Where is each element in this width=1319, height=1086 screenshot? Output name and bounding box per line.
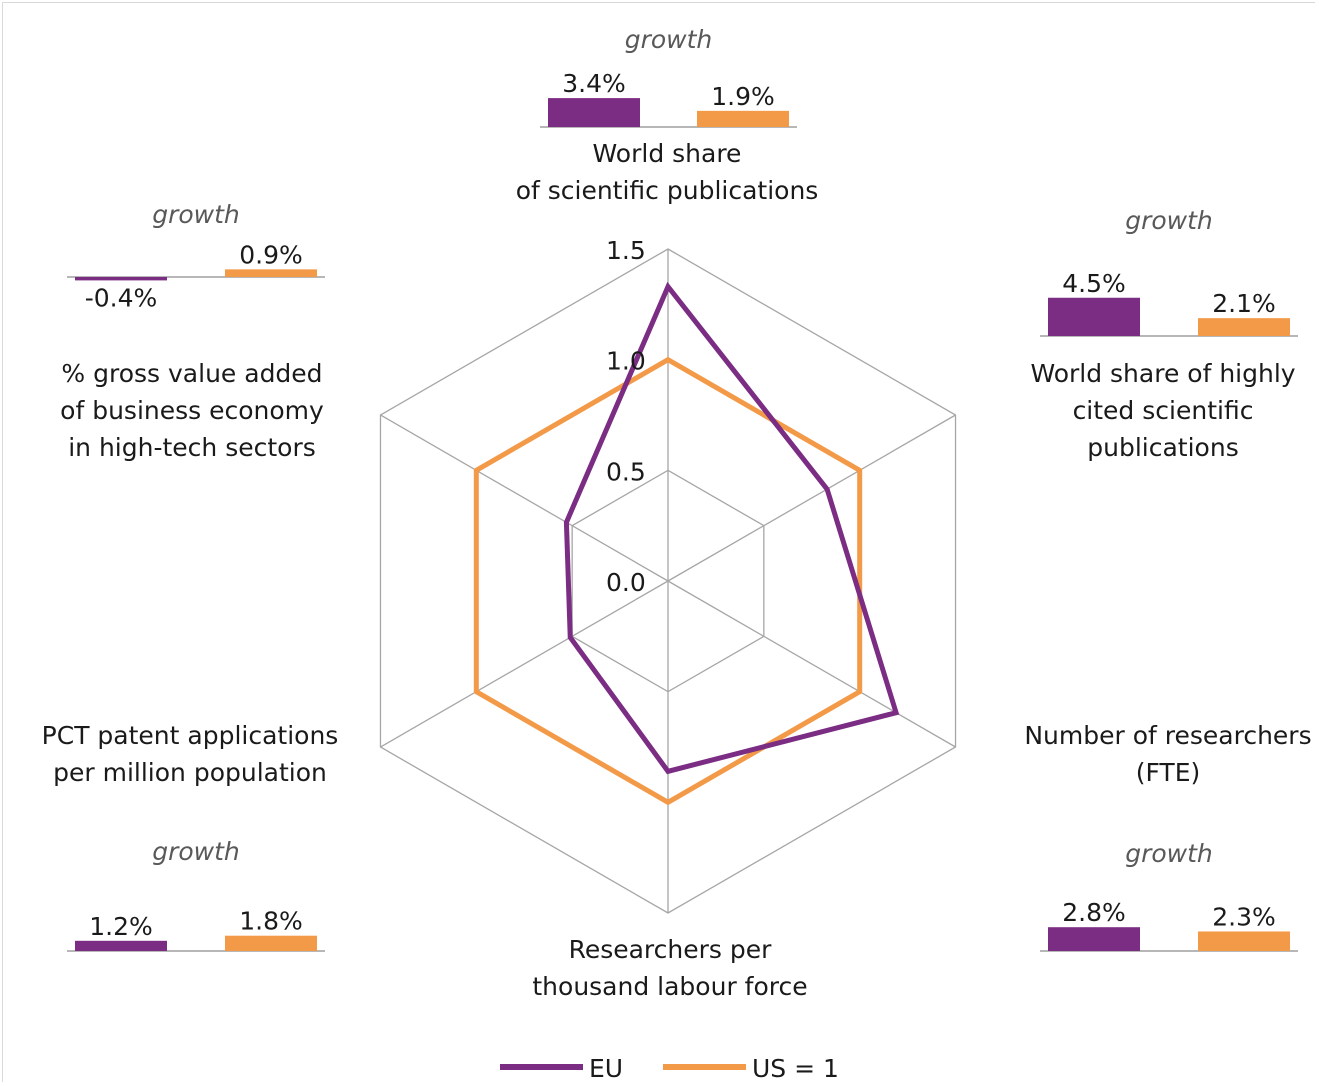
growth-bar-us-0: [697, 110, 789, 127]
legend-label-1: US = 1: [752, 1054, 839, 1083]
axis-label-0-line-0: World share: [593, 139, 742, 168]
growth-label-3: growth: [152, 837, 240, 866]
axis-label-4-line-1: per million population: [53, 758, 327, 787]
growth-bar-eu-2: [1048, 927, 1140, 951]
axis-label-0-line-1: of scientific publications: [516, 176, 819, 205]
axis-label-5-line-0: % gross value added: [61, 359, 322, 388]
axis-label-1-line-1: cited scientific: [1073, 396, 1254, 425]
growth-bar-eu-3: [75, 940, 167, 951]
growth-value-eu-1: 4.5%: [1062, 269, 1126, 298]
growth-value-eu-2: 2.8%: [1062, 898, 1126, 927]
axis-label-2-line-0: Number of researchers: [1024, 721, 1311, 750]
growth-bar-eu-1: [1048, 297, 1140, 336]
growth-value-eu-3: 1.2%: [89, 912, 153, 941]
growth-label-4: growth: [152, 200, 240, 229]
scale-tick-label-1: 0.5: [606, 457, 646, 486]
growth-value-us-3: 1.8%: [239, 907, 303, 936]
growth-value-us-1: 2.1%: [1212, 289, 1276, 318]
growth-value-us-0: 1.9%: [711, 82, 775, 111]
axis-label-1-line-2: publications: [1087, 433, 1238, 462]
growth-value-eu-0: 3.4%: [562, 69, 626, 98]
legend-label-0: EU: [589, 1054, 623, 1083]
growth-value-us-2: 2.3%: [1212, 902, 1276, 931]
growth-bar-us-2: [1198, 931, 1290, 951]
axis-label-5-line-2: in high-tech sectors: [68, 433, 316, 462]
growth-bar-eu-0: [548, 98, 640, 127]
scale-tick-label-2: 1.0: [606, 347, 646, 376]
growth-value-us-4: 0.9%: [239, 240, 303, 269]
growth-bar-us-4: [225, 269, 317, 277]
growth-label-1: growth: [1125, 206, 1213, 235]
growth-value-eu-4: -0.4%: [85, 283, 158, 312]
axis-spoke-5: [380, 414, 669, 582]
axis-spoke-4: [380, 580, 669, 748]
growth-bar-us-3: [225, 935, 317, 951]
growth-label-0: growth: [625, 25, 713, 54]
axis-label-5-line-1: of business economy: [60, 396, 324, 425]
axis-label-2-line-1: (FTE): [1136, 758, 1201, 787]
axis-label-3-line-0: Researchers per: [569, 935, 773, 964]
scale-tick-label-0: 0.0: [606, 568, 646, 597]
axis-spoke-2: [667, 580, 956, 748]
growth-label-2: growth: [1125, 839, 1213, 868]
axis-spoke-1: [667, 414, 956, 582]
axis-label-4-line-0: PCT patent applications: [42, 721, 339, 750]
axis-label-1-line-0: World share of highly: [1030, 359, 1295, 388]
axis-label-3-line-1: thousand labour force: [532, 972, 807, 1001]
growth-bar-us-1: [1198, 318, 1290, 336]
growth-bar-eu-4: [75, 277, 167, 281]
scale-tick-label-3: 1.5: [606, 236, 646, 265]
